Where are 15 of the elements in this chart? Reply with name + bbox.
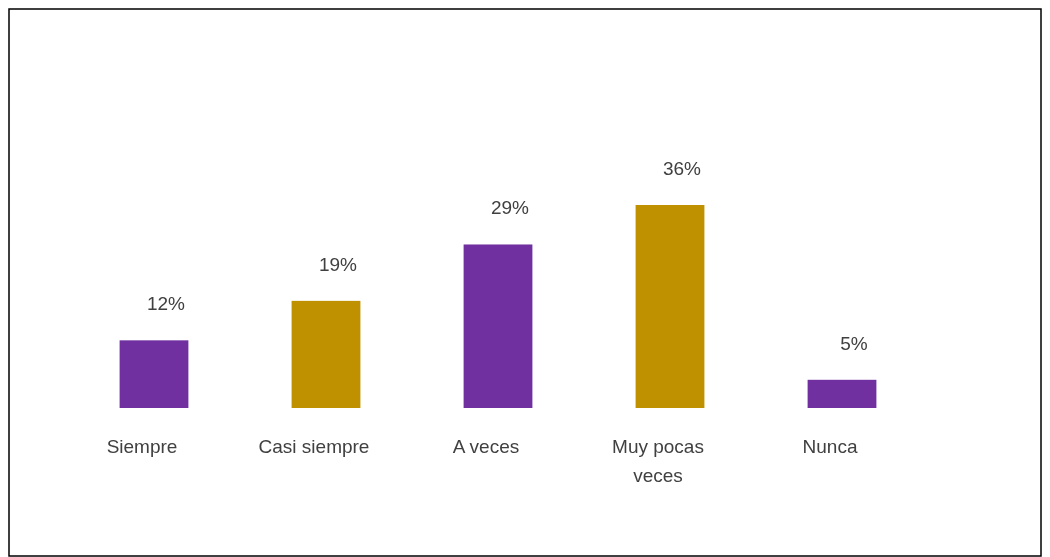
data-label: 5% [840, 332, 868, 354]
bar [119, 340, 189, 408]
data-label: 36% [662, 158, 702, 179]
bar [291, 300, 361, 408]
data-label: 19% [318, 253, 358, 275]
data-label: 12% [146, 293, 186, 315]
x-tick-label: Casi siempre [258, 436, 370, 457]
bar [463, 244, 533, 408]
x-tick-label: A veces [452, 436, 520, 457]
bar [635, 205, 705, 408]
bar [807, 379, 877, 408]
x-tick-label: Muy pocas veces [612, 436, 704, 486]
x-tick-label: Nunca [802, 436, 858, 457]
data-label: 29% [490, 197, 530, 219]
x-tick-label: Siempre [106, 436, 178, 457]
